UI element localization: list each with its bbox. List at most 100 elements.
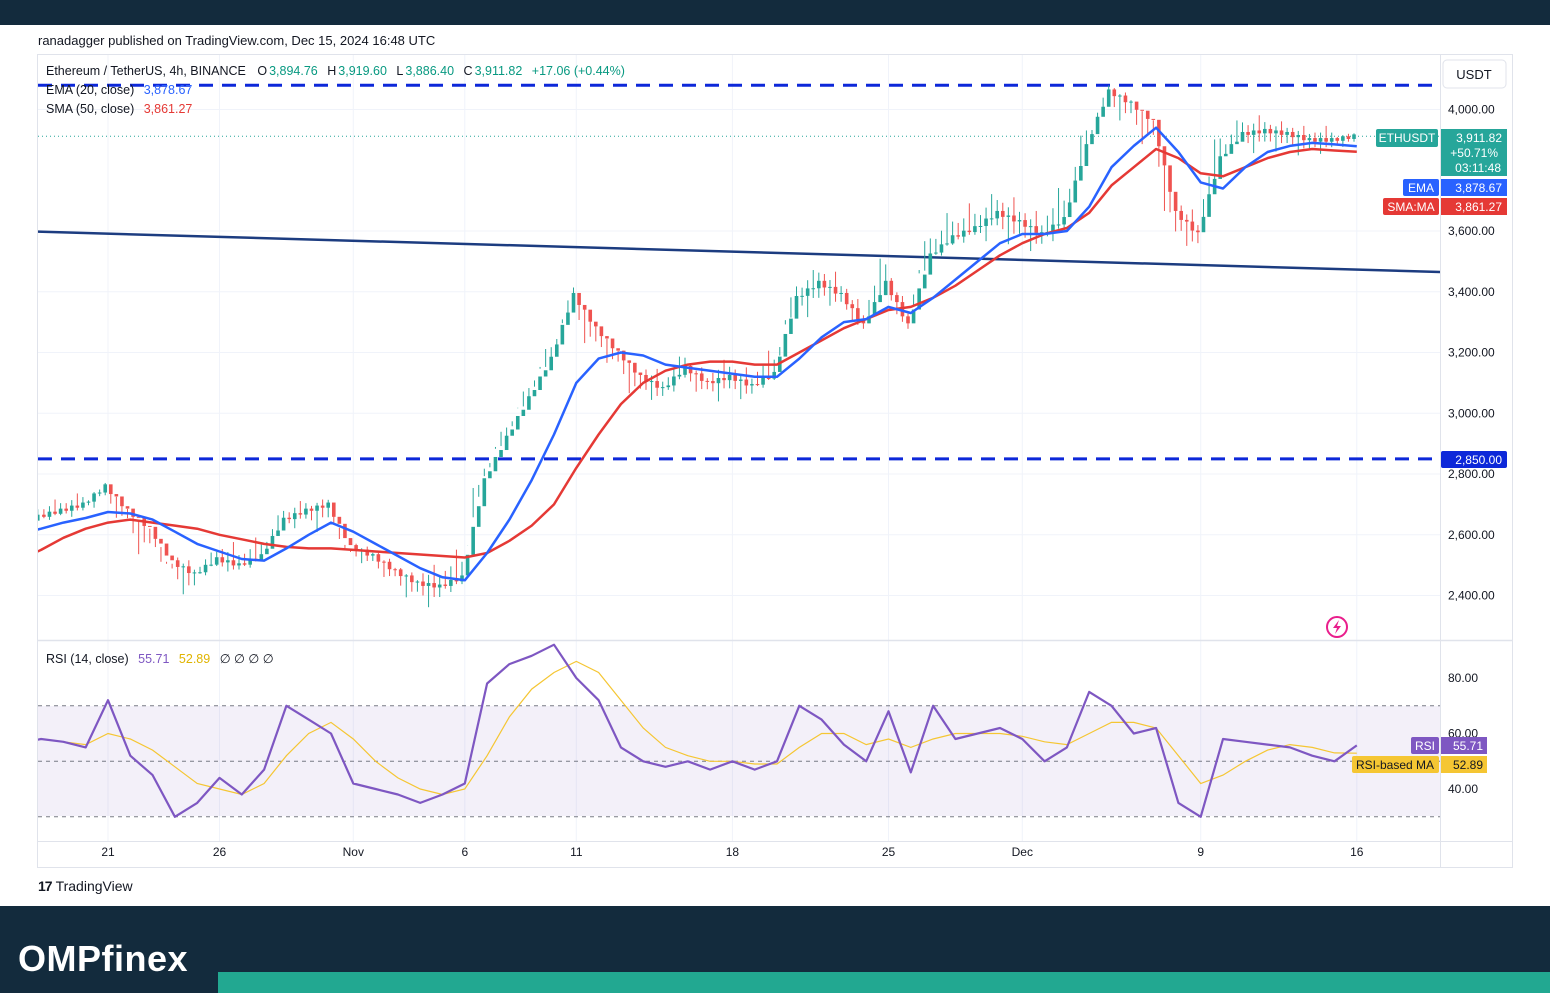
candle-body (443, 584, 448, 586)
candle-body (1251, 130, 1256, 135)
candle-body (504, 435, 509, 451)
candle-body (1313, 138, 1317, 142)
candle-body (125, 506, 130, 509)
candle-body (722, 378, 726, 381)
candle-body (259, 554, 264, 561)
candle-body (1173, 191, 1178, 211)
candle-body (398, 569, 403, 577)
candle-body (287, 517, 291, 520)
candle-body (92, 493, 96, 502)
price-tick-label: 2,400.00 (1448, 589, 1495, 603)
candle-body (1145, 110, 1150, 119)
candle-body (532, 390, 537, 397)
time-tick-label: 26 (213, 845, 227, 859)
candle-body (1140, 109, 1144, 111)
candle-body (783, 333, 788, 357)
candle-body (605, 336, 609, 339)
candle-body (1257, 130, 1262, 134)
currency-badge[interactable] (1442, 59, 1507, 89)
legend-low-label: L (396, 64, 404, 78)
candle-body (69, 505, 74, 511)
candle-body (103, 484, 108, 493)
levels (38, 83, 1440, 461)
candle-body (1246, 131, 1250, 135)
tv-logo-icon: 17 (38, 878, 53, 894)
candle-body (1106, 89, 1111, 107)
time-tick-label: 25 (882, 845, 896, 859)
candle-body (1028, 226, 1033, 228)
legend-ema-label: EMA (20, close) (46, 83, 135, 97)
ema-tag-label: EMA (1408, 181, 1434, 195)
candle-body (1162, 146, 1167, 166)
candle-body (1335, 138, 1340, 141)
candle-body (1307, 138, 1312, 141)
legend-high: 3,919.60 (338, 64, 387, 78)
candle-body (677, 374, 682, 377)
ema-badge (1441, 179, 1507, 196)
legend-ema: EMA (20, close) 3,878.67 (46, 83, 192, 97)
candle-body (265, 548, 269, 555)
grid (38, 55, 1440, 841)
candle-body (727, 374, 732, 381)
time-tick-label: 6 (461, 845, 468, 859)
candle-body (644, 374, 648, 382)
ompfinex-logo: OMPfinex (18, 938, 189, 979)
candle-body (23, 519, 27, 525)
candle-body (75, 505, 80, 508)
candle-body (616, 348, 620, 351)
ema-badge-value: 3,878.67 (1455, 181, 1502, 195)
candle-body (683, 365, 687, 375)
candle-body (1079, 165, 1083, 181)
candle-body (995, 210, 1000, 219)
legend-open: 3,894.76 (269, 64, 318, 78)
candle-body (1123, 95, 1128, 103)
published-by: ranadagger published on TradingView.com,… (38, 33, 436, 48)
candle-body (114, 494, 119, 497)
time-tick-label: Dec (1012, 845, 1033, 859)
legend-close-label: C (463, 64, 473, 78)
tradingview-label: TradingView (55, 878, 133, 894)
bar-countdown: 03:11:48 (1455, 161, 1501, 175)
candle-body (242, 563, 247, 565)
candle-body (248, 558, 252, 565)
price-tick-label: 4,000.00 (1448, 103, 1495, 117)
candle-body (716, 378, 721, 384)
candle-body (276, 530, 280, 536)
candle-body (543, 370, 548, 377)
candle-body (956, 235, 960, 237)
candle-body (1101, 106, 1105, 117)
candle-body (599, 326, 604, 337)
candle-body (465, 554, 470, 576)
sma-badge (1441, 198, 1507, 215)
rsi-ma-tag-label: RSI-based MA (1356, 758, 1434, 772)
candle-body (1184, 219, 1189, 222)
candle-body (1296, 135, 1301, 138)
rsi-ma-badge-value: 52.89 (1453, 758, 1483, 772)
candle-body (1067, 202, 1072, 218)
candle-body (1112, 89, 1117, 97)
candle-body (1290, 131, 1295, 138)
time-tick-label: 21 (101, 845, 115, 859)
price-tick-label: 3,600.00 (1448, 224, 1495, 238)
rsi-tag (1411, 737, 1439, 754)
candle-body (610, 338, 615, 349)
lightning-icon[interactable] (1326, 616, 1348, 638)
candle-body (1118, 95, 1122, 97)
candle-body (209, 564, 213, 566)
candle-body (699, 373, 704, 381)
candle-body (1346, 136, 1351, 139)
candle-body (538, 376, 542, 391)
candle-body (1196, 230, 1200, 233)
candle-body (237, 563, 241, 566)
ticker-label: ETHUSDT (1379, 131, 1436, 145)
candle-body (984, 218, 988, 226)
rsi-tick-label: 80.00 (1448, 671, 1478, 685)
candle-body (164, 543, 169, 556)
candle-body (136, 516, 141, 518)
tradingview-logo[interactable]: 17 TradingView (38, 878, 133, 894)
candle-body (515, 415, 520, 430)
legend-ema-value: 3,878.67 (143, 83, 193, 97)
price-badge-change: +50.71% (1450, 146, 1498, 160)
candle-body (967, 230, 972, 233)
